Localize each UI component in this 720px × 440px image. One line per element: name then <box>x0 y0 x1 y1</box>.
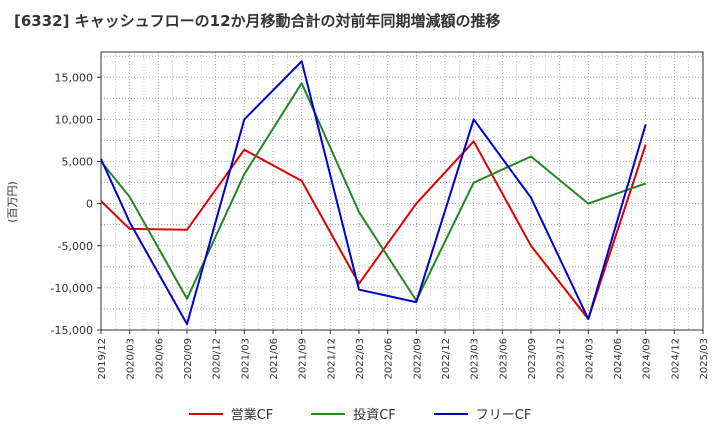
x-tick-label: 2022/09 <box>412 338 423 380</box>
series-lines <box>100 60 647 326</box>
legend-label: 投資CF <box>353 408 396 423</box>
x-tick-label: 2020/03 <box>126 338 137 380</box>
x-tick-label: 2021/06 <box>269 338 280 380</box>
axes <box>97 51 704 334</box>
x-tick-label: 2024/06 <box>613 338 624 380</box>
y-tick-label: -5,000 <box>58 240 93 253</box>
y-tick-labels: 15,000 10,000 5,000 0 -5,000 -10,000 -15,000 <box>51 71 93 337</box>
x-tick-label: 2024/03 <box>584 338 595 380</box>
y-tick-label: 10,000 <box>55 113 94 126</box>
series-line-フリーCF <box>100 60 647 326</box>
x-tick-label: 2023/03 <box>470 338 481 380</box>
legend-item: 投資CF <box>311 404 396 423</box>
y-tick-label: -15,000 <box>51 324 93 337</box>
x-tick-label: 2023/06 <box>498 338 509 380</box>
chart-title: [6332] キャッシュフローの12か月移動合計の対前年同期増減額の推移 <box>14 12 501 30</box>
legend-item: 営業CF <box>188 404 274 423</box>
plot-frame <box>100 51 704 331</box>
x-tick-labels: 2019/12 2020/03 2020/06 2020/09 2020/12 2021/… <box>97 338 710 380</box>
legend-swatch <box>188 412 223 415</box>
series-line-営業CF <box>100 140 647 320</box>
y-tick-label: 0 <box>86 198 93 211</box>
y-tick-label: 15,000 <box>55 71 94 84</box>
y-tick-label: 5,000 <box>62 156 94 169</box>
x-tick-label: 2025/03 <box>699 338 710 380</box>
x-tick-label: 2024/12 <box>670 338 681 380</box>
x-tick-label: 2020/06 <box>154 338 165 380</box>
x-tick-label: 2021/09 <box>298 338 309 380</box>
x-tick-label: 2023/12 <box>556 338 567 380</box>
y-tick-label: -10,000 <box>51 282 93 295</box>
legend-swatch <box>311 412 346 415</box>
legend-item: フリーCF <box>433 404 532 423</box>
legend-label: 営業CF <box>230 408 274 423</box>
legend-label: フリーCF <box>475 408 532 423</box>
x-tick-label: 2024/09 <box>642 338 653 380</box>
x-tick-label: 2020/09 <box>183 338 194 380</box>
x-tick-label: 2021/12 <box>326 338 337 380</box>
x-tick-label: 2020/12 <box>212 338 223 380</box>
legend-swatch <box>433 412 468 415</box>
x-tick-label: 2022/12 <box>441 338 452 380</box>
x-tick-label: 2022/06 <box>384 338 395 380</box>
y-axis-label: (百万円) <box>6 181 19 223</box>
x-tick-label: 2023/09 <box>527 338 538 380</box>
x-tick-label: 2022/03 <box>355 338 366 380</box>
x-tick-label: 2019/12 <box>97 338 108 380</box>
legend: 営業CF 投資CF フリーCF <box>0 404 720 423</box>
series-line-投資CF <box>100 82 647 302</box>
x-tick-label: 2021/03 <box>240 338 251 380</box>
